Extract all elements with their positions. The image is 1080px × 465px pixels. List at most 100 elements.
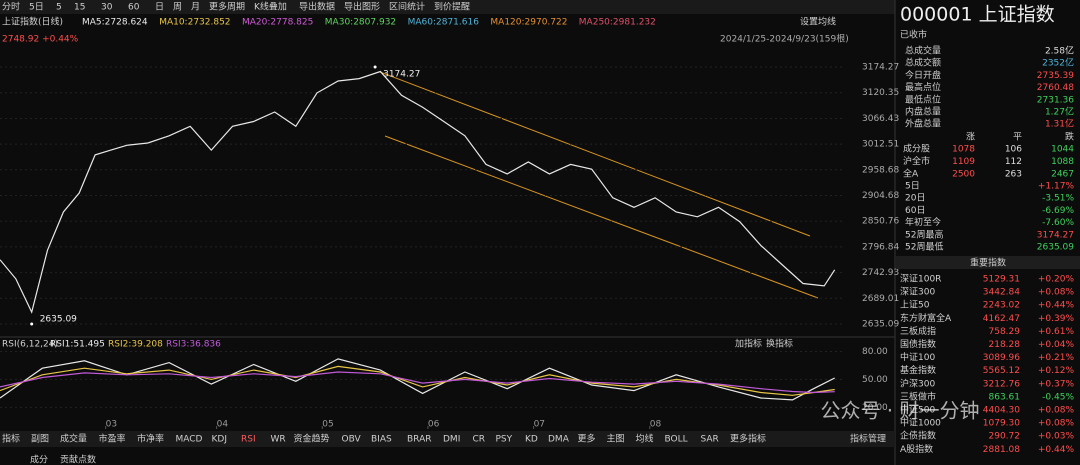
index-name[interactable]: 企债指数 bbox=[900, 430, 936, 442]
breadth-value: 1078 bbox=[952, 145, 975, 155]
y-tick-label: 2796.84 bbox=[862, 242, 899, 252]
ma-legend: MA10:2732.852 bbox=[159, 18, 230, 28]
stat-label: 最高点位 bbox=[905, 81, 941, 93]
toolbar-button[interactable]: 5日 bbox=[29, 2, 44, 13]
toolbar-button[interactable]: 5 bbox=[56, 3, 62, 13]
index-name[interactable]: 中证1000 bbox=[900, 417, 941, 429]
bottom-tab[interactable]: 贡献点数 bbox=[60, 454, 96, 465]
indicator-tab[interactable]: KD bbox=[525, 435, 538, 445]
index-name[interactable]: 三板做市 bbox=[900, 390, 936, 402]
indicator-tab[interactable]: SAR bbox=[701, 435, 719, 445]
index-name[interactable]: 深证300 bbox=[900, 287, 935, 298]
return-value: -6.69% bbox=[1042, 206, 1074, 216]
indicator-tab[interactable]: DMA bbox=[548, 435, 570, 445]
indicator-button[interactable]: 换指标 bbox=[766, 338, 793, 350]
index-name[interactable]: A股指数 bbox=[900, 443, 933, 455]
legend-entry: RSI1:51.495 bbox=[50, 340, 105, 350]
toolbar-button[interactable]: 区间统计 bbox=[389, 1, 425, 13]
index-name[interactable]: 中证500 bbox=[900, 404, 935, 416]
indicator-tab[interactable]: 副图 bbox=[31, 434, 49, 445]
x-tick-label: 06 bbox=[428, 420, 440, 430]
y-tick-label: 3174.27 bbox=[862, 63, 899, 73]
indicator-tab[interactable]: KDJ bbox=[212, 435, 228, 445]
toolbar-button[interactable]: 导出图形 bbox=[344, 1, 380, 13]
stat-value: 2731.36 bbox=[1037, 95, 1074, 105]
bottom-tab[interactable]: 成分 bbox=[30, 454, 48, 465]
ma-legend: MA5:2728.624 bbox=[82, 18, 148, 28]
indicator-tab[interactable]: 指标管理 bbox=[850, 433, 886, 445]
indicator-tab[interactable]: 主图 bbox=[607, 433, 625, 445]
index-change: +0.08% bbox=[1038, 406, 1075, 416]
indicator-tab[interactable]: 资金趋势 bbox=[294, 433, 330, 445]
index-name[interactable]: 中证100 bbox=[900, 351, 935, 363]
toolbar-button[interactable]: K线叠加 bbox=[254, 1, 287, 13]
ma-legend: MA250:2981.232 bbox=[579, 18, 656, 28]
stat-value: 2735.39 bbox=[1037, 71, 1074, 81]
indicator-tab[interactable]: OBV bbox=[342, 435, 362, 445]
series-line bbox=[0, 70, 836, 314]
toolbar-button[interactable]: 30 bbox=[101, 3, 113, 13]
indicator-tab[interactable]: PSY bbox=[496, 435, 513, 445]
indicator-tab[interactable]: 指标 bbox=[2, 433, 20, 445]
toolbar-button[interactable]: 到价提醒 bbox=[434, 1, 470, 13]
index-name[interactable]: 国债指数 bbox=[900, 338, 936, 350]
index-value: 5565.12 bbox=[983, 366, 1020, 376]
return-label: 20日 bbox=[905, 193, 925, 204]
indicator-tab[interactable]: 均线 bbox=[636, 433, 654, 445]
y-tick-label: 2958.68 bbox=[862, 165, 899, 175]
series-line bbox=[0, 371, 835, 394]
indicator-tab[interactable]: BOLL bbox=[665, 435, 688, 445]
indicator-tab[interactable]: MACD bbox=[176, 435, 203, 445]
breadth-value: 106 bbox=[1005, 145, 1022, 155]
index-name[interactable]: 上证50 bbox=[900, 300, 930, 311]
indicator-tab[interactable]: 更多 bbox=[578, 433, 596, 445]
trend-line bbox=[384, 135, 819, 299]
breadth-value: 263 bbox=[1005, 170, 1022, 180]
y-tick-label: 2742.93 bbox=[862, 268, 899, 278]
indicator-tab[interactable]: CR bbox=[473, 435, 486, 445]
indicator-tab[interactable]: BIAS bbox=[371, 435, 392, 445]
return-value: -3.51% bbox=[1042, 194, 1074, 204]
breadth-head: 跌 bbox=[1065, 132, 1074, 143]
y-tick-label: 80.00 bbox=[862, 347, 888, 357]
ma-legend: MA30:2807.932 bbox=[325, 18, 396, 28]
return-value: 2635.09 bbox=[1037, 243, 1074, 253]
ma-legend: MA20:2778.825 bbox=[242, 18, 313, 28]
indicator-tab[interactable]: WR bbox=[271, 435, 286, 445]
indicator-tab[interactable]: 市盈率 bbox=[99, 433, 126, 445]
index-value: 758.29 bbox=[989, 327, 1021, 337]
indicator-tab[interactable]: BRAR bbox=[407, 435, 431, 445]
indicator-tab[interactable]: RSI bbox=[241, 435, 256, 445]
last-price: 2748.92 +0.44% bbox=[2, 35, 79, 45]
index-change: +0.39% bbox=[1038, 314, 1075, 324]
toolbar-button[interactable]: 月 bbox=[191, 2, 200, 13]
indicator-tab[interactable]: 市净率 bbox=[137, 433, 164, 445]
index-name[interactable]: 基金指数 bbox=[900, 364, 936, 376]
toolbar-button[interactable]: 更多周期 bbox=[209, 1, 245, 13]
toolbar-button[interactable]: 周 bbox=[173, 2, 182, 13]
index-change: +0.20% bbox=[1038, 275, 1075, 285]
toolbar-button[interactable]: 分时 bbox=[2, 1, 20, 13]
stat-label: 今日开盘 bbox=[905, 69, 941, 81]
annotation: 2635.09 bbox=[40, 314, 77, 324]
index-name[interactable]: 沪深300 bbox=[900, 377, 935, 389]
y-tick-label: 2904.68 bbox=[862, 191, 899, 201]
indicator-tab[interactable]: 成交量 bbox=[60, 433, 87, 445]
indicator-button[interactable]: 加指标 bbox=[735, 338, 762, 350]
index-name[interactable]: 三板成指 bbox=[900, 325, 936, 337]
index-name[interactable]: 深证100R bbox=[900, 274, 941, 285]
stat-value: 2.58亿 bbox=[1045, 45, 1074, 57]
setting-button[interactable]: 设置均线 bbox=[800, 16, 836, 28]
index-name[interactable]: 东方财富全A bbox=[900, 312, 952, 324]
return-label: 52周最低 bbox=[905, 241, 943, 253]
toolbar-button[interactable]: 导出数据 bbox=[299, 1, 335, 13]
trend-line bbox=[379, 71, 811, 237]
indicator-tab[interactable]: DMI bbox=[443, 435, 460, 445]
x-tick-label: 05 bbox=[322, 420, 333, 430]
index-change: +0.44% bbox=[1038, 301, 1075, 311]
toolbar-button[interactable]: 60 bbox=[128, 3, 140, 13]
toolbar-button[interactable]: 15 bbox=[74, 3, 85, 13]
indicator-tab[interactable]: 更多指标 bbox=[730, 433, 766, 445]
toolbar-button[interactable]: 日 bbox=[155, 2, 164, 13]
stat-value: 1.27亿 bbox=[1045, 106, 1074, 118]
